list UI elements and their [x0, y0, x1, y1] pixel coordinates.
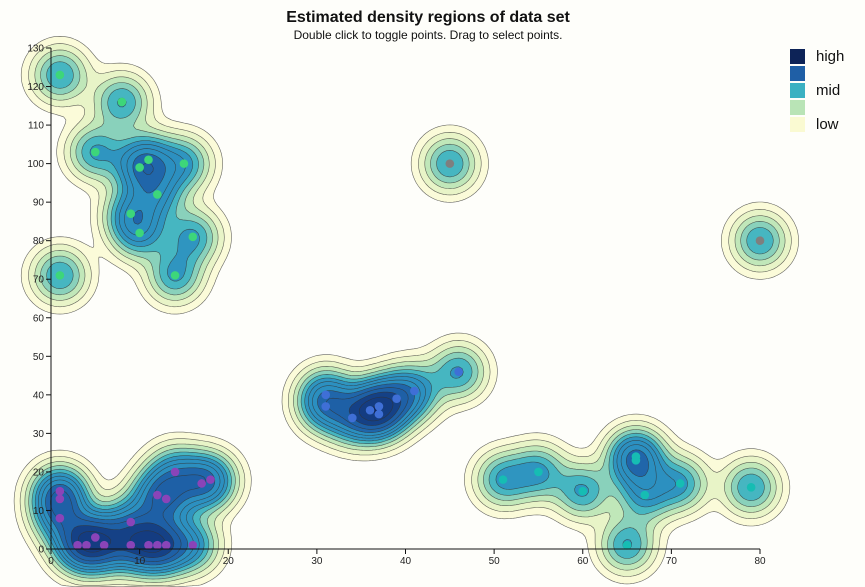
data-point[interactable]: [126, 540, 136, 550]
data-point[interactable]: [392, 394, 401, 404]
x-tick-label: 70: [666, 556, 678, 567]
legend-label-low: low: [816, 116, 839, 133]
data-point[interactable]: [578, 486, 588, 496]
data-point[interactable]: [144, 155, 153, 165]
x-tick-label: 10: [134, 556, 146, 567]
data-point[interactable]: [153, 540, 162, 550]
data-point[interactable]: [374, 409, 384, 419]
legend: high mid low: [790, 48, 844, 133]
legend-swatch-mid-high: [790, 66, 805, 81]
data-points[interactable]: [55, 70, 765, 550]
data-point[interactable]: [135, 228, 144, 238]
data-point[interactable]: [73, 540, 82, 550]
x-tick-label: 80: [754, 556, 766, 567]
y-tick-label: 110: [28, 121, 44, 132]
x-tick-label: 0: [48, 556, 54, 567]
data-point[interactable]: [498, 475, 508, 484]
legend-item: high: [790, 48, 844, 65]
data-point[interactable]: [126, 209, 136, 219]
x-tick-label: 30: [311, 556, 323, 567]
data-point[interactable]: [197, 479, 206, 488]
y-tick-label: 130: [27, 44, 44, 55]
data-point[interactable]: [640, 490, 650, 500]
data-point[interactable]: [144, 540, 153, 550]
y-tick-label: 100: [27, 159, 44, 170]
y-tick-label: 70: [33, 275, 45, 286]
y-tick-label: 20: [33, 467, 45, 478]
chart-title: Estimated density regions of data set: [286, 9, 570, 26]
data-point[interactable]: [374, 402, 384, 411]
legend-item: mid: [790, 82, 844, 99]
data-point[interactable]: [321, 390, 331, 400]
y-tick-label: 40: [33, 390, 45, 401]
density-contours: [13, 35, 800, 587]
y-tick-label: 30: [33, 429, 45, 440]
data-point[interactable]: [321, 402, 331, 411]
legend-label-high: high: [816, 48, 845, 65]
legend-item: low: [790, 116, 844, 133]
legend-swatch-mid-low: [790, 100, 805, 115]
legend-swatch-mid: [790, 83, 805, 98]
data-point[interactable]: [170, 467, 180, 477]
y-tick-label: 0: [38, 545, 44, 556]
data-point[interactable]: [445, 159, 455, 168]
data-point[interactable]: [91, 533, 100, 542]
x-tick-label: 50: [489, 556, 501, 567]
x-tick-label: 40: [400, 556, 412, 567]
data-point[interactable]: [161, 494, 171, 504]
x-tick-label: 60: [577, 556, 589, 567]
data-point[interactable]: [55, 513, 65, 523]
chart-subtitle: Double click to toggle points. Drag to s…: [293, 28, 563, 42]
data-point[interactable]: [55, 271, 65, 280]
data-point[interactable]: [55, 494, 65, 504]
y-tick-label: 90: [33, 198, 45, 209]
data-point[interactable]: [99, 540, 109, 550]
data-point[interactable]: [206, 475, 215, 484]
legend-label-mid: mid: [816, 82, 841, 99]
data-point[interactable]: [135, 163, 144, 172]
density-contour: [24, 49, 786, 583]
data-point[interactable]: [365, 405, 375, 415]
legend-item: [790, 65, 844, 82]
legend-swatch-low: [790, 117, 805, 132]
data-point[interactable]: [534, 467, 543, 477]
data-point[interactable]: [348, 413, 357, 423]
data-point[interactable]: [746, 483, 756, 492]
data-point[interactable]: [454, 367, 463, 377]
data-point[interactable]: [631, 456, 641, 465]
y-tick-label: 60: [33, 313, 45, 324]
legend-item: [790, 99, 844, 116]
y-tick-label: 50: [33, 352, 45, 363]
data-point[interactable]: [410, 386, 419, 396]
legend-swatch-high: [790, 49, 805, 64]
data-point[interactable]: [675, 479, 685, 488]
data-point[interactable]: [55, 70, 65, 80]
data-point[interactable]: [82, 540, 91, 550]
y-tick-label: 120: [27, 82, 44, 93]
y-tick-label: 80: [33, 236, 45, 247]
data-point[interactable]: [170, 271, 180, 280]
data-point[interactable]: [117, 97, 127, 107]
data-point[interactable]: [188, 540, 198, 550]
data-point[interactable]: [153, 490, 162, 500]
data-point[interactable]: [161, 540, 171, 550]
axes: 0 10 20 30 40 50 60 70 80 0 10 20 30 40 50 60 70 80 90 100 1…: [27, 44, 766, 568]
data-point[interactable]: [622, 540, 632, 550]
data-point[interactable]: [755, 236, 765, 245]
data-point[interactable]: [188, 232, 198, 242]
x-tick-label: 20: [223, 556, 235, 567]
data-point[interactable]: [55, 486, 65, 496]
data-point[interactable]: [91, 147, 100, 157]
data-point[interactable]: [126, 517, 136, 527]
y-tick-label: 10: [33, 506, 45, 517]
data-point[interactable]: [179, 159, 189, 168]
data-point[interactable]: [153, 190, 162, 199]
